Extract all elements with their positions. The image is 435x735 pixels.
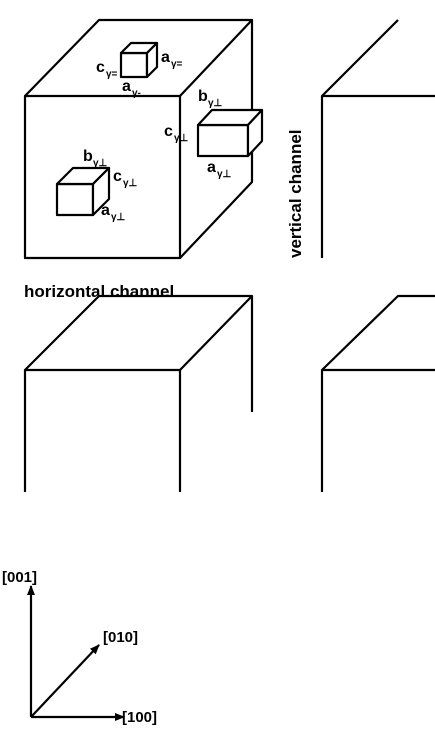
front-precipitate-b-label: b	[83, 148, 93, 165]
top-precipitate-c-label: c	[96, 59, 105, 76]
top-edge-a-sub: γ-	[132, 88, 141, 99]
front-precipitate-b-sub: γ⊥	[93, 158, 108, 169]
axis-010-arrow	[30, 644, 100, 718]
side-precipitate-b-sub: γ⊥	[208, 98, 223, 109]
bottom-right-partial-cube	[320, 294, 435, 492]
side-precipitate-c-label: c	[164, 123, 173, 140]
axis-100-label: [100]	[122, 709, 157, 726]
front-precipitate-a-label: a	[101, 202, 110, 219]
axis-001-label: [001]	[2, 569, 37, 586]
axis-010-label: [010]	[103, 629, 138, 646]
crystal-axes: [001] [010] [100]	[2, 569, 157, 726]
front-precipitate-a-sub: γ⊥	[111, 212, 126, 223]
main-cube-top-face	[24, 18, 254, 97]
top-right-partial-cube	[320, 19, 399, 258]
top-precipitate-a-sub: γ=	[171, 59, 183, 70]
vertical-channel-label: vertical channel	[286, 129, 305, 258]
top-precipitate: c γ= a γ=	[96, 41, 183, 80]
side-precipitate-a-label: a	[207, 159, 216, 176]
top-precipitate-c-sub: γ=	[106, 69, 118, 80]
main-cube-right-face	[179, 20, 254, 259]
side-precipitate-a-sub: γ⊥	[217, 169, 232, 180]
front-precipitate-c-label: c	[113, 168, 122, 185]
bottom-left-partial-cube	[23, 294, 254, 492]
front-precipitate-c-sub: γ⊥	[123, 178, 138, 189]
top-edge-a-label: a	[122, 78, 131, 95]
side-precipitate-c-sub: γ⊥	[174, 133, 189, 144]
side-precipitate-b-label: b	[198, 88, 208, 105]
top-precipitate-a-label: a	[161, 49, 170, 66]
front-precipitate: b γ⊥ c γ⊥ a γ⊥	[55, 148, 138, 223]
horizontal-channel-label: horizontal channel	[24, 282, 174, 301]
side-precipitate: b γ⊥ c γ⊥ a γ⊥	[164, 88, 264, 180]
